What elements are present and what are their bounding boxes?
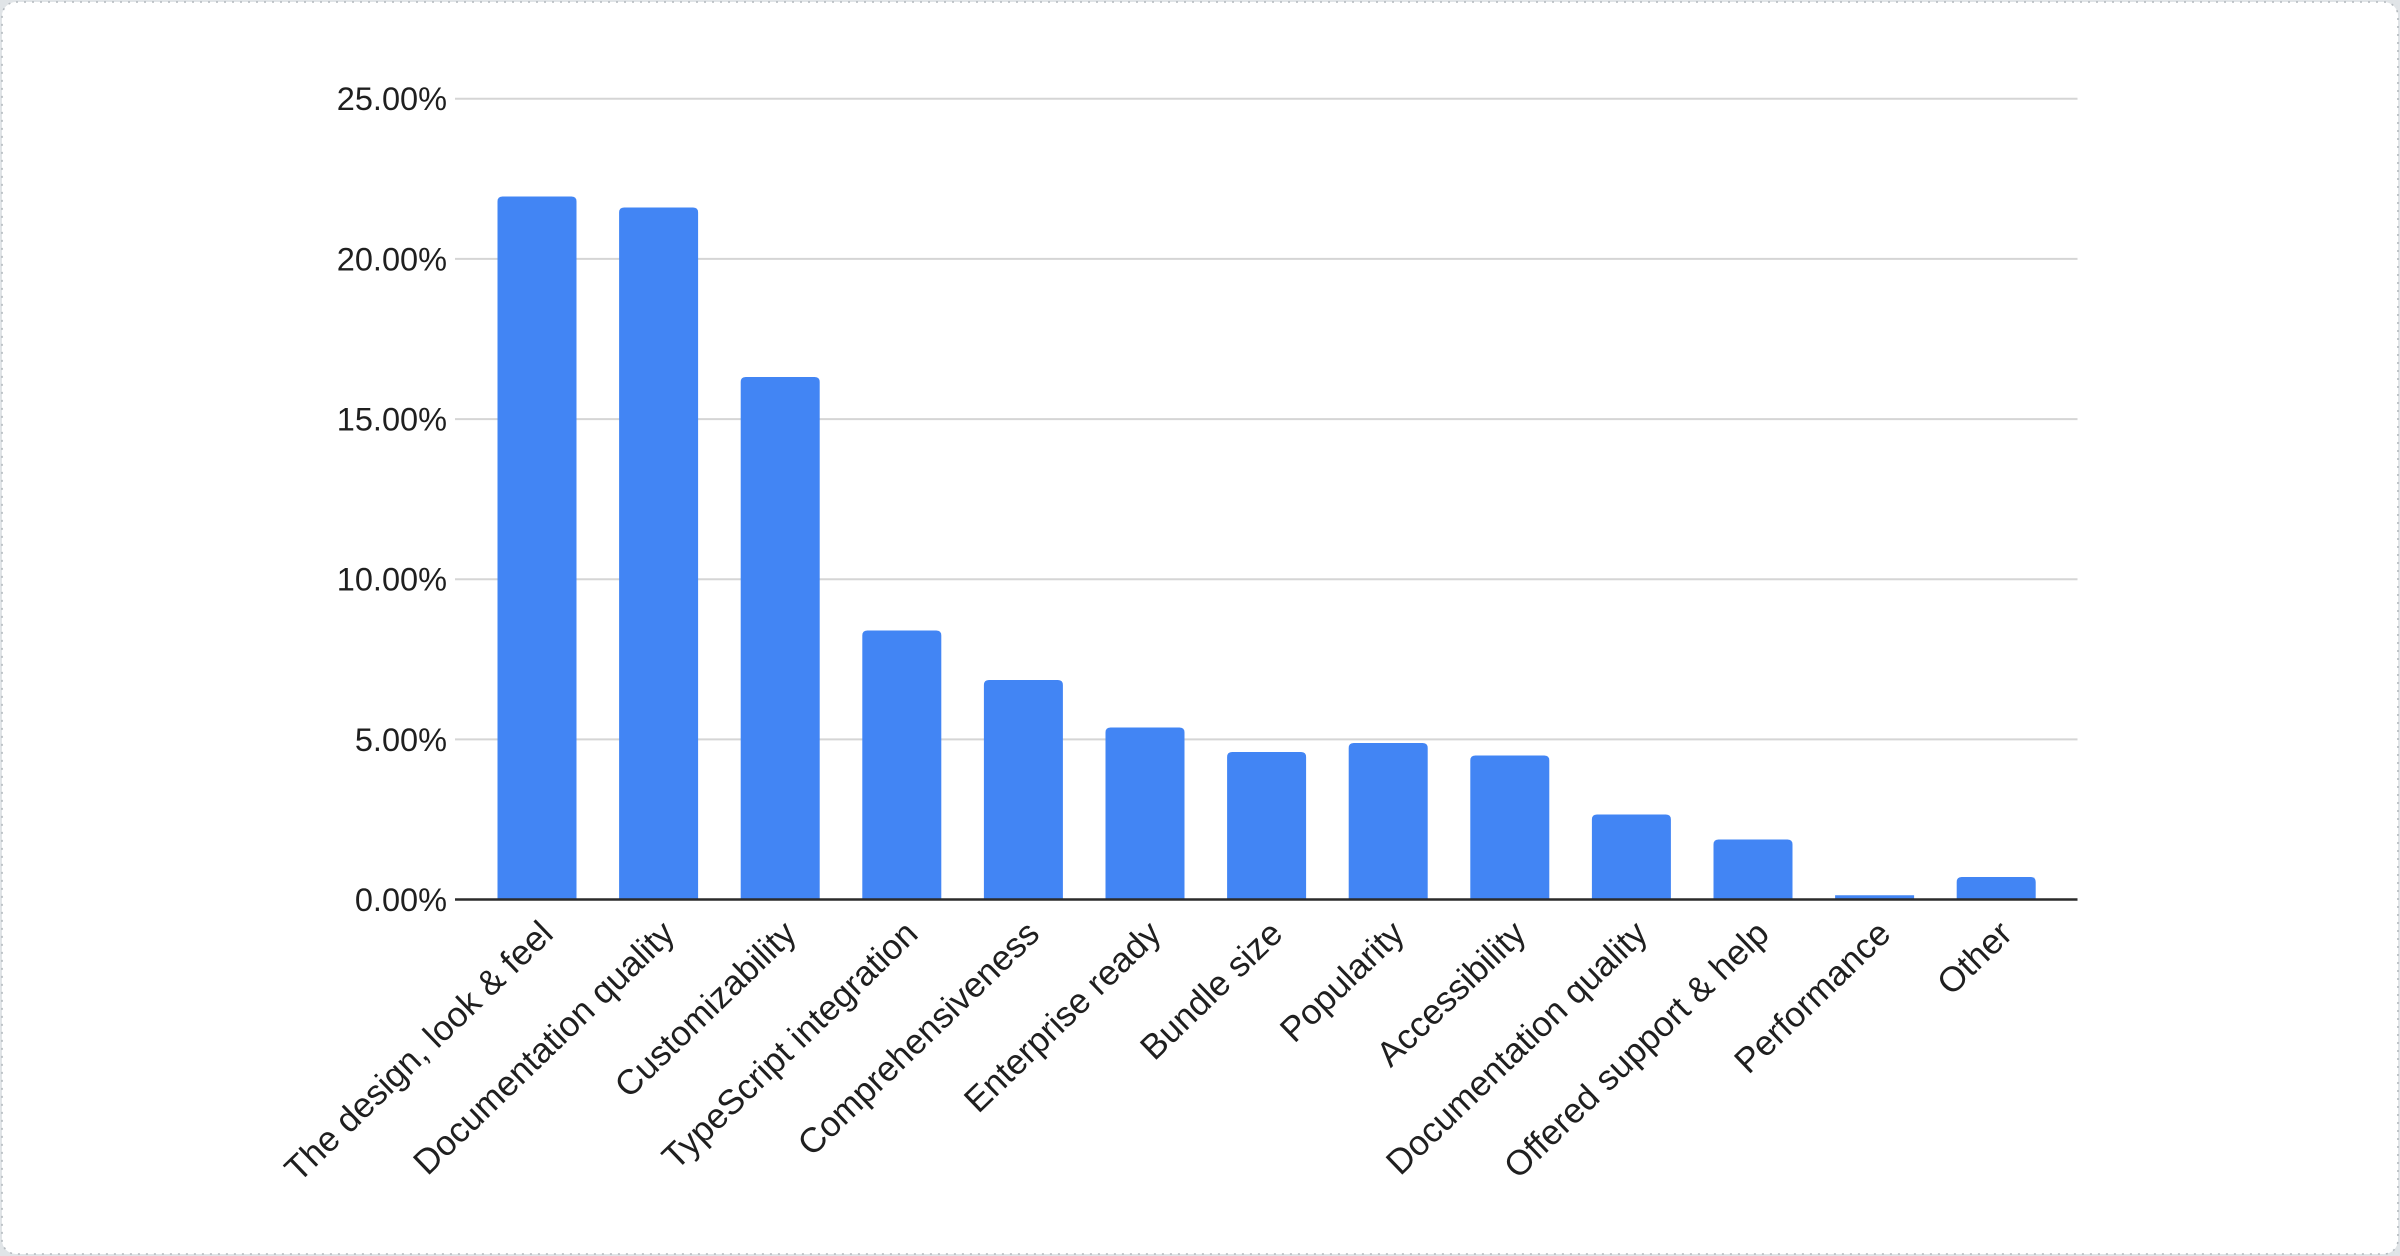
svg-text:5.00%: 5.00% bbox=[355, 722, 447, 758]
svg-text:15.00%: 15.00% bbox=[337, 401, 447, 437]
svg-text:0.00%: 0.00% bbox=[355, 882, 447, 918]
svg-text:25.00%: 25.00% bbox=[337, 81, 447, 117]
svg-text:10.00%: 10.00% bbox=[337, 562, 447, 598]
svg-text:20.00%: 20.00% bbox=[337, 241, 447, 277]
